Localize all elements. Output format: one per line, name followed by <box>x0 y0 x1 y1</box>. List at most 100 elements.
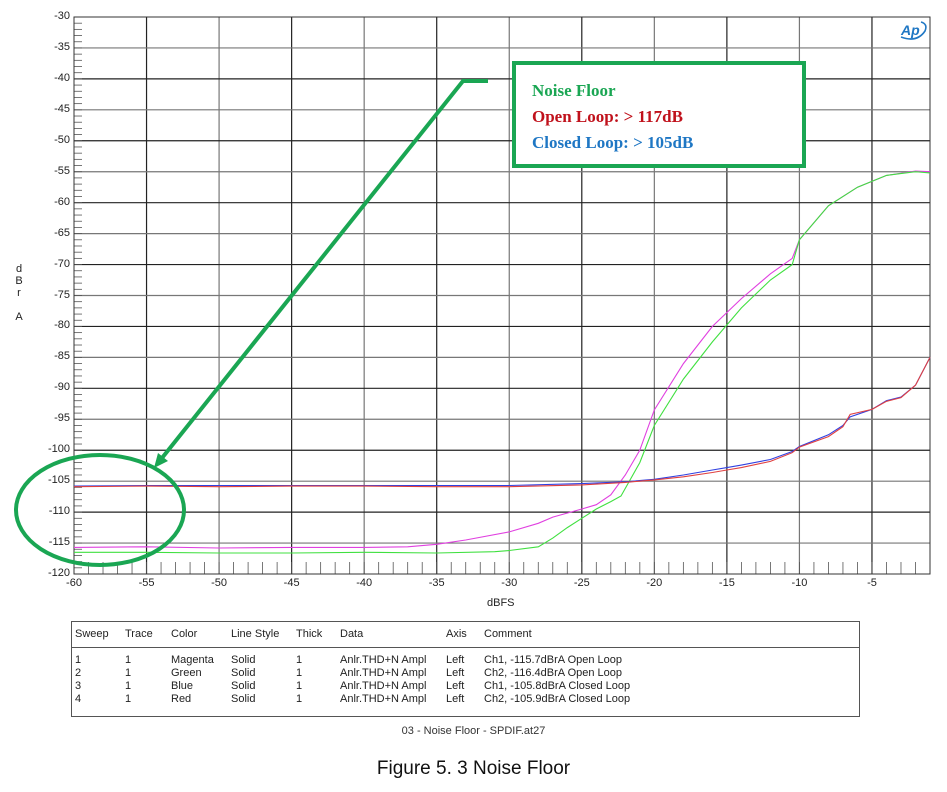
cell-sweep: 2 <box>75 667 82 679</box>
cell-comment: Ch1, -105.8dBrA Closed Loop <box>484 680 631 692</box>
cell-sweep: 4 <box>75 693 82 705</box>
x-tick-label: -15 <box>718 577 735 589</box>
y-label-char: A <box>15 311 23 323</box>
header-line-style: Line Style <box>231 628 280 640</box>
figure-caption: Figure 5. 3 Noise Floor <box>376 758 571 779</box>
series-red <box>73 357 931 488</box>
series-blue <box>73 357 931 487</box>
cell-thick: 1 <box>296 667 303 679</box>
callout-arrow <box>154 79 488 468</box>
y-axis-label: d B r A <box>13 263 25 323</box>
cell-data: Anlr.THD+N Ampl <box>340 693 427 705</box>
y-tick-label: -65 <box>54 226 70 239</box>
y-tick-label: -110 <box>48 505 70 518</box>
y-label-spacer <box>13 299 25 311</box>
header-thick: Thick <box>296 628 323 640</box>
y-tick-label: -30 <box>54 10 70 22</box>
svg-text:Ap: Ap <box>900 22 920 38</box>
x-tick-label: -10 <box>791 577 808 589</box>
y-tick-label: -95 <box>54 412 70 425</box>
annotation-callout: Noise Floor Open Loop: > 117dB Closed Lo… <box>512 61 806 168</box>
header-axis: Axis <box>446 628 467 640</box>
series-green <box>74 171 931 554</box>
header-data: Data <box>340 628 364 640</box>
annotation-closed-loop: Closed Loop: > 105dB <box>532 133 694 152</box>
y-tick-label: -70 <box>54 257 70 270</box>
cell-line-style: Solid <box>231 654 256 666</box>
cell-comment: Ch1, -115.7dBrA Open Loop <box>484 654 623 666</box>
y-tick-label: -85 <box>54 350 70 363</box>
x-tick-label: -25 <box>573 577 590 589</box>
highlight-ellipse <box>14 453 186 567</box>
y-tick-label: -120 <box>47 567 70 579</box>
x-tick-label: -50 <box>211 577 228 589</box>
annotation-title: Noise Floor <box>532 81 616 100</box>
cell-axis: Left <box>446 667 465 679</box>
cell-trace: 1 <box>125 654 132 666</box>
y-tick-label: -105 <box>47 474 70 487</box>
cell-color: Magenta <box>171 654 214 666</box>
cell-axis: Left <box>446 654 465 666</box>
y-label-char: r <box>17 287 21 299</box>
table-row: 4 1 Red Solid 1 Anlr.THD+N Ampl Left Ch2… <box>72 693 859 706</box>
file-caption: 03 - Noise Floor - SPDIF.at27 <box>401 725 546 737</box>
header-sweep: Sweep <box>75 628 109 640</box>
y-label-char: B <box>15 275 23 287</box>
cell-color: Red <box>171 693 192 705</box>
x-axis-label: dBFS <box>487 597 515 609</box>
y-tick-label: -115 <box>48 536 70 549</box>
y-tick-label: -55 <box>54 164 70 177</box>
x-tick-label: -40 <box>356 577 373 589</box>
cell-line-style: Solid <box>231 667 256 679</box>
x-tick-label: -55 <box>138 577 155 589</box>
y-tick-label: -50 <box>54 133 70 146</box>
cell-data: Anlr.THD+N Ampl <box>340 654 427 666</box>
y-label-char: d <box>15 263 23 275</box>
y-tick-label: -90 <box>54 381 70 394</box>
cell-trace: 1 <box>125 693 132 705</box>
ap-logo-icon: Ap <box>900 21 927 40</box>
x-tick-label: -45 <box>283 577 300 589</box>
y-tick-label: -60 <box>54 195 70 208</box>
legend-header-row: Sweep Trace Color Line Style Thick Data … <box>72 622 859 648</box>
y-tick-label: -100 <box>47 443 70 456</box>
plot-frame <box>73 16 931 575</box>
cell-trace: 1 <box>125 667 132 679</box>
table-row: 3 1 Blue Solid 1 Anlr.THD+N Ampl Left Ch… <box>72 680 859 693</box>
cell-sweep: 3 <box>75 680 82 692</box>
cell-sweep: 1 <box>75 654 82 666</box>
cell-comment: Ch2, -116.4dBrA Open Loop <box>484 667 623 679</box>
cell-comment: Ch2, -105.9dBrA Closed Loop <box>484 693 631 705</box>
cell-data: Anlr.THD+N Ampl <box>340 680 427 692</box>
x-tick-label: -30 <box>501 577 518 589</box>
y-tick-label: -35 <box>54 40 70 53</box>
y-tick-label: -45 <box>54 102 70 115</box>
annotation-open-loop: Open Loop: > 117dB <box>532 107 683 126</box>
header-color: Color <box>171 628 198 640</box>
cell-thick: 1 <box>296 680 303 692</box>
x-tick-label: -35 <box>428 577 445 589</box>
x-tick-label: -5 <box>867 577 877 589</box>
table-row: 2 1 Green Solid 1 Anlr.THD+N Ampl Left C… <box>72 667 859 680</box>
y-tick-label: -75 <box>54 288 70 301</box>
data-series <box>73 170 931 554</box>
cell-line-style: Solid <box>231 693 256 705</box>
x-tick-label: -20 <box>646 577 663 589</box>
cell-data: Anlr.THD+N Ampl <box>340 667 427 679</box>
cell-trace: 1 <box>125 680 132 692</box>
y-tick-label: -80 <box>54 319 70 332</box>
cell-axis: Left <box>446 680 465 692</box>
series-magenta <box>73 170 931 549</box>
legend-body: 1 1 Magenta Solid 1 Anlr.THD+N Ampl Left… <box>72 648 859 706</box>
x-tick-label: -60 <box>66 577 82 589</box>
cell-axis: Left <box>446 693 465 705</box>
cell-thick: 1 <box>296 693 303 705</box>
cell-color: Blue <box>171 680 194 692</box>
table-row: 1 1 Magenta Solid 1 Anlr.THD+N Ampl Left… <box>72 654 859 667</box>
cell-color: Green <box>171 667 202 679</box>
cell-thick: 1 <box>296 654 303 666</box>
header-comment: Comment <box>484 628 532 640</box>
legend-table: Sweep Trace Color Line Style Thick Data … <box>71 621 860 717</box>
cell-line-style: Solid <box>231 680 256 692</box>
header-trace: Trace <box>125 628 153 640</box>
